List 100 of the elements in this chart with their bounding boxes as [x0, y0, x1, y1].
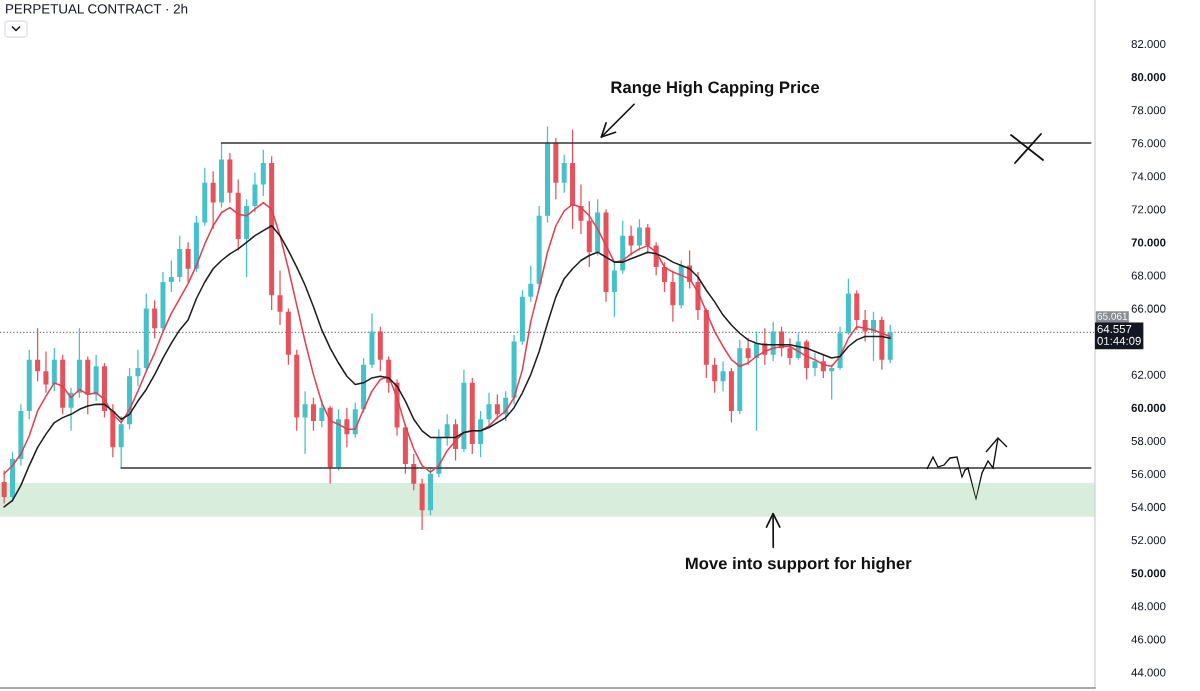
candlestick — [235, 179, 241, 251]
y-tick-label: 50.000 — [1131, 569, 1166, 578]
candlestick — [51, 348, 57, 392]
candlestick — [252, 172, 258, 213]
candlestick — [787, 338, 793, 365]
candlestick — [494, 394, 500, 420]
candlestick — [837, 326, 843, 370]
candlestick — [544, 126, 551, 223]
candlestick — [427, 467, 433, 516]
candlestick — [519, 290, 525, 345]
candlestick — [578, 184, 584, 235]
candlestick — [611, 262, 617, 317]
y-tick-label: 60.000 — [1131, 403, 1166, 412]
candlestick — [745, 338, 751, 365]
candlestick — [210, 171, 216, 230]
candlestick — [603, 209, 609, 302]
candlestick — [419, 478, 425, 531]
candlestick — [302, 391, 308, 454]
candlestick — [269, 156, 275, 311]
y-tick-label: 68.000 — [1131, 271, 1166, 280]
ref-line-label: 64.557 01:44:09 — [1097, 324, 1141, 345]
candlestick — [854, 290, 860, 330]
candlestick — [528, 265, 534, 302]
candlestick — [728, 367, 734, 423]
candlestick — [486, 392, 492, 428]
candlestick — [76, 328, 82, 398]
candlestick — [461, 369, 467, 453]
candlestick — [586, 200, 592, 268]
candlestick — [277, 270, 283, 325]
candlestick — [294, 349, 300, 431]
y-tick-label: 48.000 — [1131, 602, 1166, 611]
candlestick — [511, 334, 517, 405]
candlestick — [168, 260, 174, 292]
y-tick-label: 46.000 — [1131, 635, 1166, 644]
candlestick — [478, 410, 484, 458]
line-series — [3, 224, 891, 508]
annotation: Range High Capping Price — [611, 80, 820, 97]
candlestick — [177, 235, 183, 282]
candlestick — [219, 143, 225, 208]
candlestick — [260, 149, 266, 196]
y-tick-label: 54.000 — [1131, 503, 1166, 512]
y-tick-label: 58.000 — [1131, 436, 1166, 445]
candlestick — [202, 167, 208, 226]
candlestick — [553, 138, 559, 200]
candlestick — [327, 406, 333, 484]
y-tick-label: 82.000 — [1131, 40, 1166, 49]
candlestick — [845, 278, 851, 335]
candlestick — [561, 154, 567, 193]
candlestick — [135, 349, 141, 387]
y-tick-label: 52.000 — [1131, 536, 1166, 545]
candlestick — [720, 361, 726, 392]
y-tick-label: 44.000 — [1131, 668, 1166, 677]
candlestick — [118, 415, 124, 469]
candlestick — [570, 129, 576, 230]
candlestick — [703, 308, 709, 378]
candlestick — [244, 199, 250, 278]
candlestick — [336, 409, 342, 471]
candlestick — [310, 397, 316, 431]
candlestick — [887, 324, 893, 364]
candlestick — [879, 316, 885, 370]
y-tick-label: 76.000 — [1131, 139, 1166, 148]
candlestick — [18, 404, 24, 466]
candlestick — [1, 470, 7, 504]
candlestick — [185, 242, 191, 282]
candlestick — [670, 270, 676, 322]
candlestick — [737, 339, 743, 415]
annotation: Move into support for higher — [685, 557, 912, 573]
y-tick-label: 80.000 — [1131, 73, 1166, 82]
candlestick — [444, 414, 450, 446]
candlestick — [344, 407, 350, 448]
candlestick — [369, 313, 375, 368]
y-tick-label: 70.000 — [1131, 238, 1166, 247]
y-tick-label: 62.000 — [1131, 370, 1166, 379]
candlestick — [377, 326, 383, 372]
candlestick — [628, 225, 634, 256]
candlestick — [469, 377, 475, 454]
y-tick-label: 66.000 — [1131, 304, 1166, 313]
candlestick — [60, 354, 66, 415]
y-tick-label: 72.000 — [1131, 205, 1166, 214]
y-tick-label: 56.000 — [1131, 470, 1166, 479]
candlestick — [152, 300, 158, 339]
candlestick — [636, 219, 642, 251]
candlestick — [143, 293, 149, 372]
candlestick — [678, 260, 684, 309]
y-tick-label: 78.000 — [1131, 106, 1166, 115]
candlestick — [101, 363, 107, 418]
candlestick — [193, 215, 199, 273]
candlestick — [645, 224, 651, 254]
candlestick — [10, 452, 16, 502]
candlestick — [93, 354, 99, 402]
candlestick — [85, 356, 91, 415]
text: 65.061 — [1097, 312, 1128, 320]
candlestick — [26, 349, 32, 420]
candlestick — [812, 353, 818, 377]
chart-title: PERPETUAL CONTRACT · 2h — [6, 3, 188, 14]
candlestick — [712, 358, 718, 393]
candlestick — [285, 308, 291, 365]
candlestick — [43, 351, 49, 393]
line-series — [3, 201, 891, 475]
candlestick — [227, 152, 233, 203]
